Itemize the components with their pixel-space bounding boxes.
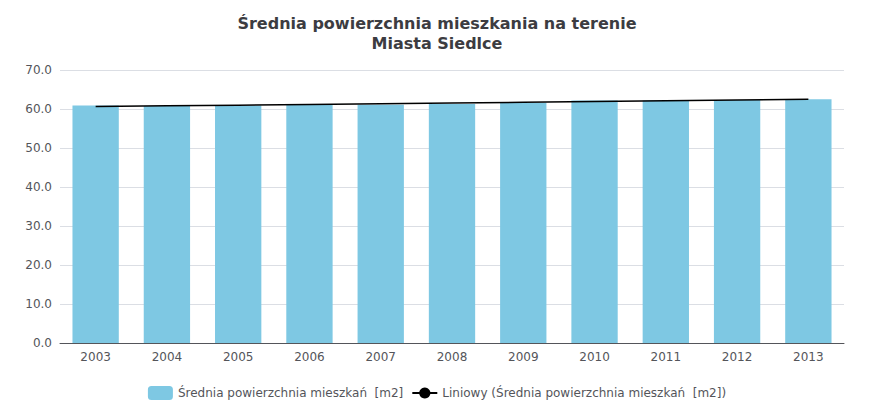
svg-text:2003: 2003 (80, 350, 111, 364)
svg-text:2010: 2010 (579, 350, 610, 364)
svg-text:50.0: 50.0 (25, 141, 52, 155)
svg-text:20.0: 20.0 (25, 258, 52, 272)
svg-text:2008: 2008 (437, 350, 468, 364)
svg-text:2007: 2007 (365, 350, 396, 364)
svg-text:Średnia powierzchnia mieszkani: Średnia powierzchnia mieszkania na teren… (237, 14, 636, 33)
svg-text:Miasta Siedlce: Miasta Siedlce (372, 34, 503, 53)
svg-text:60.0: 60.0 (25, 102, 52, 116)
svg-text:Średnia powierzchnia mieszkań: Średnia powierzchnia mieszkań [m2] (178, 385, 403, 400)
svg-text:30.0: 30.0 (25, 219, 52, 233)
svg-text:10.0: 10.0 (25, 297, 52, 311)
svg-text:40.0: 40.0 (25, 180, 52, 194)
svg-text:2012: 2012 (722, 350, 753, 364)
svg-text:2006: 2006 (294, 350, 325, 364)
svg-text:Liniowy (Średnia powierzchnia: Liniowy (Średnia powierzchnia mieszkań [… (442, 385, 726, 400)
svg-text:2004: 2004 (152, 350, 183, 364)
svg-text:2011: 2011 (651, 350, 682, 364)
svg-text:70.0: 70.0 (25, 63, 52, 77)
svg-text:2013: 2013 (793, 350, 824, 364)
svg-text:0.0: 0.0 (33, 336, 52, 350)
svg-text:2005: 2005 (223, 350, 254, 364)
svg-text:2009: 2009 (508, 350, 539, 364)
